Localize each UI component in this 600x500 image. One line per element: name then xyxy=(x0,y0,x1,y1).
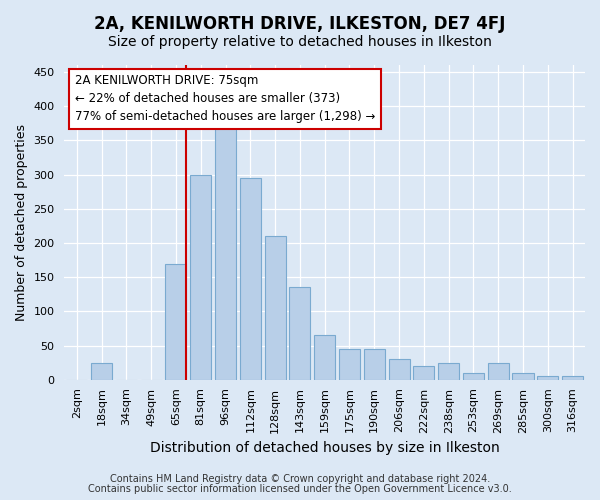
Bar xyxy=(215,126,236,380)
Bar xyxy=(166,264,187,380)
Bar xyxy=(364,349,385,380)
Bar xyxy=(537,376,559,380)
Y-axis label: Number of detached properties: Number of detached properties xyxy=(15,124,28,321)
Bar xyxy=(562,376,583,380)
Bar xyxy=(339,349,360,380)
Bar xyxy=(240,178,261,380)
Text: Size of property relative to detached houses in Ilkeston: Size of property relative to detached ho… xyxy=(108,35,492,49)
Bar xyxy=(512,373,533,380)
Bar xyxy=(438,363,459,380)
Text: 2A KENILWORTH DRIVE: 75sqm
← 22% of detached houses are smaller (373)
77% of sem: 2A KENILWORTH DRIVE: 75sqm ← 22% of deta… xyxy=(75,74,375,124)
Bar xyxy=(463,373,484,380)
Bar xyxy=(488,363,509,380)
Bar xyxy=(413,366,434,380)
X-axis label: Distribution of detached houses by size in Ilkeston: Distribution of detached houses by size … xyxy=(150,441,500,455)
Bar xyxy=(91,363,112,380)
Bar xyxy=(190,174,211,380)
Bar xyxy=(289,288,310,380)
Bar xyxy=(265,236,286,380)
Text: Contains HM Land Registry data © Crown copyright and database right 2024.: Contains HM Land Registry data © Crown c… xyxy=(110,474,490,484)
Text: Contains public sector information licensed under the Open Government Licence v3: Contains public sector information licen… xyxy=(88,484,512,494)
Text: 2A, KENILWORTH DRIVE, ILKESTON, DE7 4FJ: 2A, KENILWORTH DRIVE, ILKESTON, DE7 4FJ xyxy=(94,15,506,33)
Bar xyxy=(389,360,410,380)
Bar xyxy=(314,336,335,380)
